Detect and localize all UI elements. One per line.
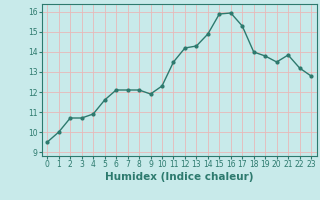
X-axis label: Humidex (Indice chaleur): Humidex (Indice chaleur) xyxy=(105,172,253,182)
